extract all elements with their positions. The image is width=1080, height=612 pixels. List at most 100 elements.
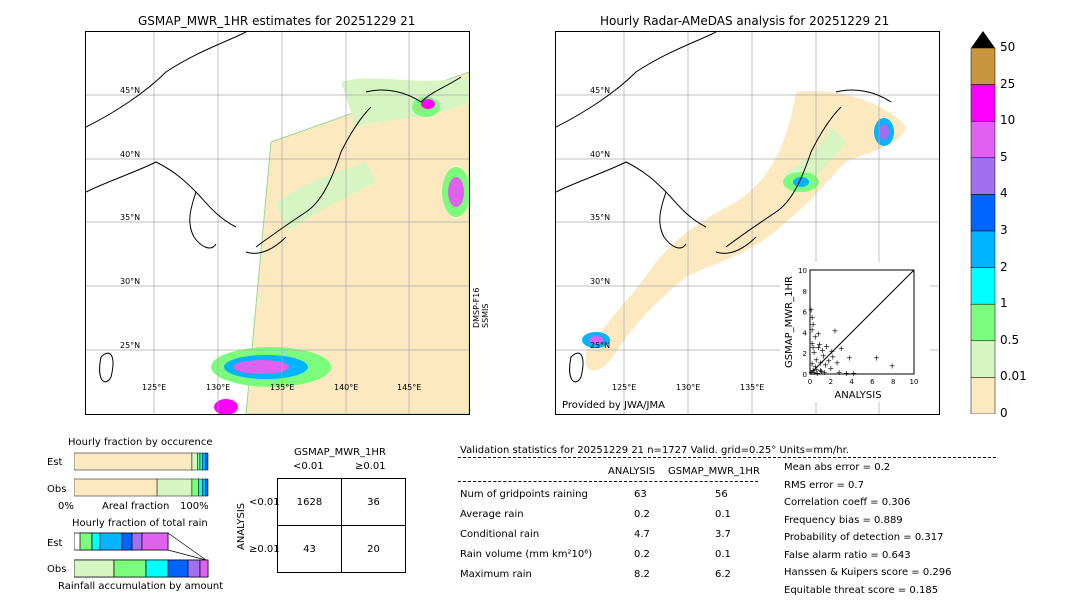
right-lon-130: 130°E (676, 383, 700, 392)
scatter-point: + (828, 347, 835, 356)
occurrence-segment (199, 452, 203, 471)
right-rain-core-east (879, 124, 889, 140)
scatter-point: + (832, 326, 839, 335)
right-lat-40: 40°N (590, 150, 610, 159)
left-map-title: GSMAP_MWR_1HR estimates for 20251229 21 (138, 14, 416, 28)
scatter-ytick: 0 (803, 371, 807, 379)
contingency-table: 1628 36 43 20 (277, 478, 406, 573)
validation-row-analysis: 63 (634, 489, 647, 500)
validation-row-analysis: 4.7 (634, 529, 650, 540)
left-rain-core-hokkaido (421, 99, 435, 109)
colorbar (970, 30, 996, 415)
occurrence-segment (202, 452, 206, 471)
scatter-xtick: 10 (910, 378, 919, 386)
scatter-point: + (834, 359, 841, 368)
occurrence-title: Hourly fraction by occurence (68, 437, 213, 448)
scatter-point: + (811, 348, 818, 357)
left-rain-core-east (448, 177, 464, 207)
right-rain-core-central (793, 177, 809, 187)
right-map-svg: 45°N 40°N 35°N 30°N 25°N 125°E 130°E 135… (556, 32, 939, 414)
validation-score: Mean abs error = 0.2 (784, 462, 891, 473)
occurrence-segment (74, 478, 158, 497)
scatter-point: + (836, 368, 843, 377)
contingency-title: GSMAP_MWR_1HR (294, 447, 386, 458)
colorbar-swatch (970, 120, 996, 159)
colorbar-tick-label: 2 (1000, 259, 1008, 274)
colorbar-tick-label: 1 (1000, 296, 1008, 311)
colorbar-swatch (970, 230, 996, 268)
colorbar-tick-label: 3 (1000, 223, 1008, 237)
colorbar-tick-label: 25 (1000, 76, 1016, 91)
occurrence-xaxis-right: 100% (180, 501, 209, 512)
validation-score: False alarm ratio = 0.643 (784, 549, 911, 561)
validation-row-analysis: 8.2 (634, 569, 650, 580)
occurrence-segment (205, 452, 209, 471)
scatter-point: + (817, 366, 824, 375)
validation-row-label: Maximum rain (460, 569, 532, 580)
validation-score: Hanssen & Kuipers score = 0.296 (784, 567, 952, 578)
scatter-point: + (809, 325, 816, 334)
scatter-point: + (823, 342, 830, 351)
scatter-xtick: 2 (829, 378, 833, 386)
scatter-point: + (809, 360, 816, 369)
left-rain-core-south (233, 360, 289, 374)
left-rain-band-north (341, 77, 469, 127)
colorbar-swatch (970, 267, 996, 305)
scatter-point: + (846, 353, 853, 362)
validation-score: Correlation coeff = 0.306 (784, 497, 911, 508)
validation-score: Frequency bias = 0.889 (784, 514, 903, 526)
left-lat-45: 45°N (120, 86, 140, 95)
validation-row-gsmap: 56 (715, 489, 728, 500)
validation-row-analysis: 0.2 (634, 549, 650, 560)
scatter-ytick: 4 (803, 329, 808, 337)
scatter-point: + (810, 366, 817, 375)
sensor-label-2: SSMIS (481, 303, 490, 329)
contingency-row-0: <0.01 (249, 497, 280, 508)
occurrence-segment (197, 452, 201, 471)
right-gridlines (556, 32, 939, 414)
scatter-point: + (817, 359, 824, 368)
colorbar-tick-label: 0.01 (1000, 369, 1027, 384)
sensor-label-1: DMSP-F16 (472, 287, 481, 328)
colorbar-tick-label: 4 (1000, 186, 1008, 201)
colorbar-swatch (970, 303, 996, 342)
left-map-panel: 45°N 40°N 35°N 30°N 25°N 125°E 130°E 135… (85, 31, 470, 415)
scatter-point: + (808, 306, 815, 315)
right-lat-30: 30°N (590, 277, 610, 286)
right-lat-35: 35°N (590, 213, 610, 222)
scatter-plot: +++++ +++++++++++++ ++ + + ++++++++ +++ ++ +++++… (784, 267, 919, 401)
validation-score: Equitable threat score = 0.185 (784, 584, 939, 596)
occurrence-est-label: Est (47, 457, 63, 468)
scatter-point: + (812, 333, 819, 342)
scatter-diagonal (809, 269, 915, 375)
colorbar-tick-label: 5 (1000, 149, 1008, 164)
left-lon-140: 140°E (334, 383, 358, 392)
left-lat-30: 30°N (120, 277, 140, 286)
credit-text: Provided by JWA/JMA (562, 400, 665, 411)
scatter-ytick: 10 (798, 267, 807, 275)
scatter-xtick: 4 (849, 378, 854, 386)
occurrence-segment (198, 478, 203, 497)
validation-col-gsmap: GSMAP_MWR_1HR (668, 466, 760, 477)
left-lon-135: 135°E (270, 383, 294, 392)
validation-score: RMS error = 0.7 (784, 479, 864, 491)
validation-col-analysis: ANALYSIS (608, 466, 656, 477)
contingency-col-1: ≥0.01 (355, 461, 386, 472)
scatter-point: + (818, 367, 825, 376)
validation-header: Validation statistics for 20251229 21 n=… (460, 445, 849, 456)
scatter-point: + (809, 339, 816, 348)
contingency-col-0: <0.01 (293, 461, 324, 472)
contingency-side-label: ANALYSIS (236, 502, 247, 550)
total-rain-axis-label: Rainfall accumulation by amount (58, 581, 224, 592)
colorbar-svg (970, 31, 996, 415)
scatter-xlabel: ANALYSIS (834, 390, 881, 401)
scatter-point: + (816, 340, 823, 349)
scatter-point: + (810, 320, 817, 329)
left-lon-145: 145°E (397, 383, 421, 392)
validation-row-label: Conditional rain (460, 529, 540, 540)
total-rain-title: Hourly fraction of total rain (72, 518, 208, 529)
occurrence-xaxis-mid: Areal fraction (102, 501, 170, 512)
scatter-inset: + + + + + + + + + + + + + + + + + + + + + + + + + + + + + + + + + + + + + + + +… (780, 262, 930, 402)
scatter-xtick: 6 (870, 378, 875, 386)
left-gridlines (86, 32, 469, 414)
